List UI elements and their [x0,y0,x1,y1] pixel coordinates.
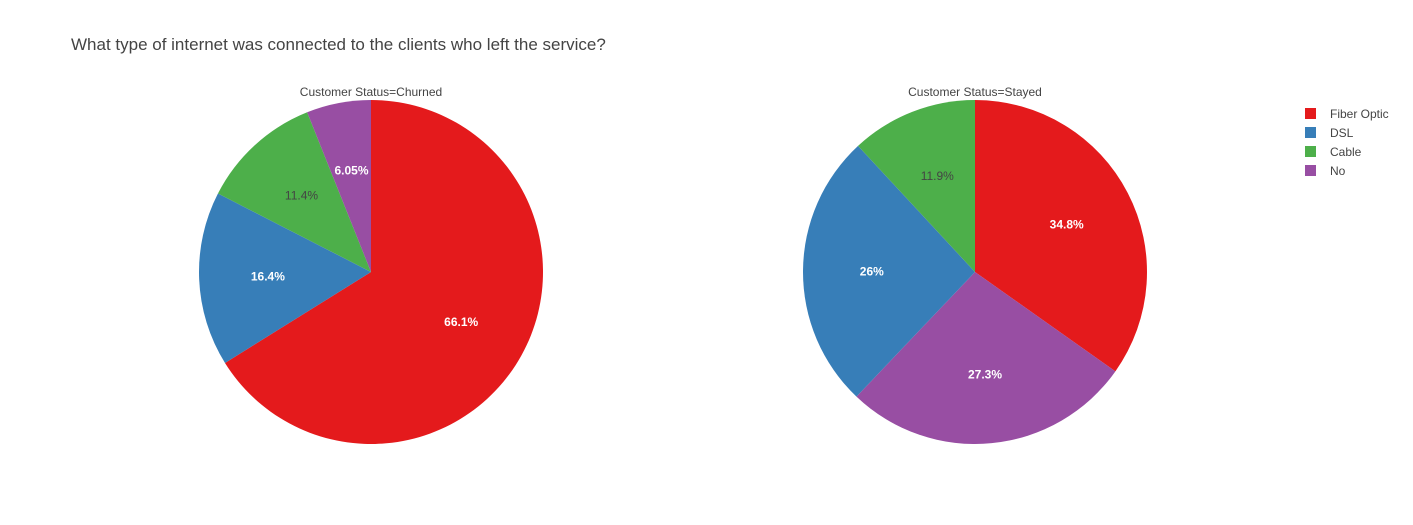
pie-slices-churned [199,100,544,444]
slice-label-stayed-dsl: 26% [860,264,884,278]
pie-slices-stayed [802,100,1147,445]
legend-swatch-cable [1305,146,1316,157]
pie-chart-stayed: Customer Status=Stayed 34.8% 27.3% 26% 11.9… [802,85,1147,445]
legend[interactable]: Fiber Optic DSL Cable No [1305,107,1389,178]
legend-swatch-fiber-optic [1305,108,1316,119]
legend-swatch-dsl [1305,127,1316,138]
legend-item-fiber-optic[interactable]: Fiber Optic [1305,107,1389,121]
legend-item-dsl[interactable]: DSL [1305,126,1354,140]
pie-slice-churned-fiber-optic[interactable] [225,100,544,444]
pie-slice-stayed-no[interactable] [856,272,1116,445]
slice-label-churned-dsl: 16.4% [251,269,285,283]
pie-slice-churned-no[interactable] [307,100,371,272]
legend-item-cable[interactable]: Cable [1305,145,1362,159]
legend-label-cable: Cable [1330,145,1362,159]
legend-label-no: No [1330,164,1346,178]
pie-slice-stayed-cable[interactable] [858,100,975,272]
legend-swatch-no [1305,165,1316,176]
slice-label-churned-fiber-optic: 66.1% [444,315,478,329]
slice-label-stayed-fiber-optic: 34.8% [1050,218,1084,232]
legend-label-dsl: DSL [1330,126,1354,140]
pie-labels-stayed: 34.8% 27.3% 26% 11.9% [860,169,1084,382]
pie-chart-churned: Customer Status=Churned 66.1%16.4%11.4%6… [199,85,544,444]
legend-label-fiber-optic: Fiber Optic [1330,107,1389,121]
slice-label-stayed-cable: 11.9% [921,169,954,183]
legend-item-no[interactable]: No [1305,164,1346,178]
subplot-title-churned: Customer Status=Churned [300,85,442,99]
slice-label-stayed-no: 27.3% [968,368,1002,382]
subplot-title-stayed: Customer Status=Stayed [908,85,1042,99]
slice-label-churned-cable: 11.4% [285,189,318,203]
pie-labels-churned: 66.1% 16.4% 11.4% 6.05% [251,164,479,329]
pie-slice-stayed-fiber-optic[interactable] [975,100,1147,372]
pie-slice-stayed-dsl[interactable] [802,145,975,397]
slice-label-churned-no: 6.05% [334,164,368,178]
pie-slice-churned-dsl[interactable] [199,193,371,363]
chart-title: What type of internet was connected to t… [71,35,606,54]
pie-slice-churned-cable[interactable] [217,112,371,272]
